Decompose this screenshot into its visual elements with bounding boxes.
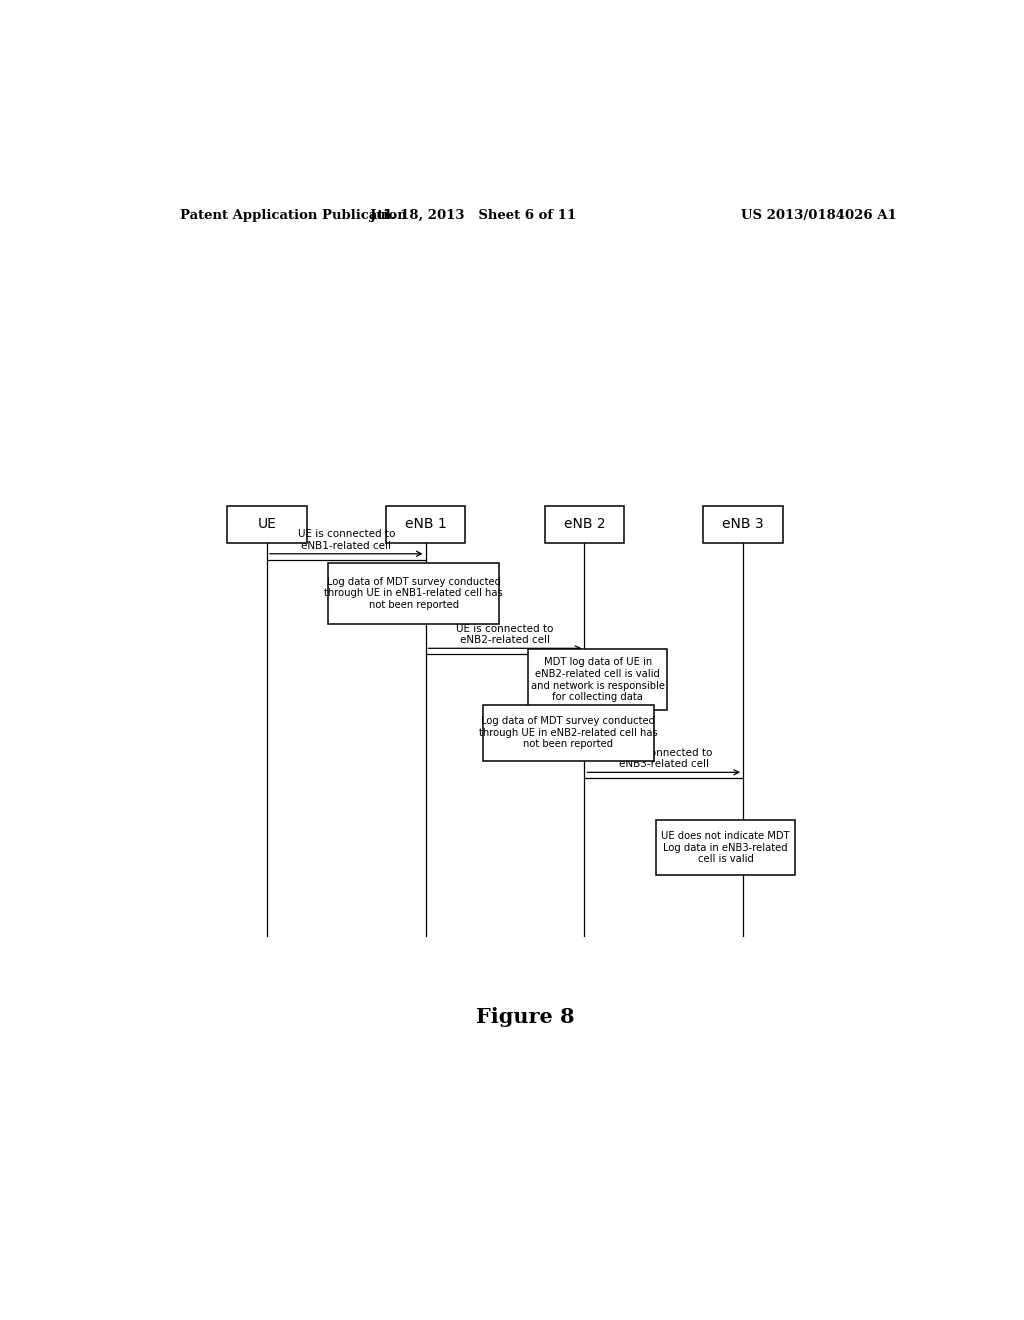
Text: eNB 1: eNB 1 — [404, 517, 446, 532]
FancyBboxPatch shape — [227, 506, 306, 543]
Text: US 2013/0184026 A1: US 2013/0184026 A1 — [740, 209, 896, 222]
FancyBboxPatch shape — [545, 506, 624, 543]
Text: UE: UE — [257, 517, 276, 532]
Text: eNB 2: eNB 2 — [563, 517, 605, 532]
Text: UE is connected to
eNB1-related cell: UE is connected to eNB1-related cell — [298, 529, 395, 550]
Text: Patent Application Publication: Patent Application Publication — [179, 209, 407, 222]
Text: MDT log data of UE in
eNB2-related cell is valid
and network is responsible
for : MDT log data of UE in eNB2-related cell … — [530, 657, 665, 702]
FancyBboxPatch shape — [386, 506, 465, 543]
Text: UE is connected to
eNB3-related cell: UE is connected to eNB3-related cell — [615, 747, 713, 770]
FancyBboxPatch shape — [703, 506, 782, 543]
Text: Jul. 18, 2013   Sheet 6 of 11: Jul. 18, 2013 Sheet 6 of 11 — [370, 209, 577, 222]
FancyBboxPatch shape — [528, 649, 668, 710]
Text: UE does not indicate MDT
Log data in eNB3-related
cell is valid: UE does not indicate MDT Log data in eNB… — [662, 830, 790, 865]
FancyBboxPatch shape — [329, 562, 499, 624]
FancyBboxPatch shape — [483, 705, 653, 760]
Text: Log data of MDT survey conducted
through UE in eNB1-related cell has
not been re: Log data of MDT survey conducted through… — [325, 577, 503, 610]
Text: UE is connected to
eNB2-related cell: UE is connected to eNB2-related cell — [457, 623, 554, 645]
Text: Log data of MDT survey conducted
through UE in eNB2-related cell has
not been re: Log data of MDT survey conducted through… — [479, 715, 657, 750]
Text: eNB 3: eNB 3 — [722, 517, 764, 532]
FancyBboxPatch shape — [656, 820, 795, 875]
Text: Figure 8: Figure 8 — [475, 1007, 574, 1027]
